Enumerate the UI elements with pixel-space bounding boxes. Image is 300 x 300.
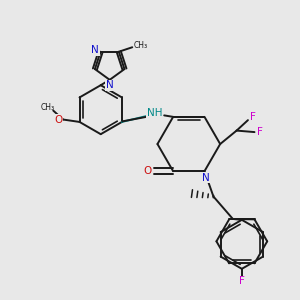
Text: NH: NH xyxy=(147,108,162,118)
Text: F: F xyxy=(257,127,263,137)
Text: CH₃: CH₃ xyxy=(133,41,147,50)
Text: O: O xyxy=(143,166,151,176)
Text: N: N xyxy=(202,173,210,183)
Text: CH₃: CH₃ xyxy=(40,103,54,112)
Text: O: O xyxy=(54,115,62,124)
Text: F: F xyxy=(239,276,245,286)
Text: N: N xyxy=(106,80,114,90)
Text: F: F xyxy=(250,112,256,122)
Text: N: N xyxy=(91,45,99,55)
